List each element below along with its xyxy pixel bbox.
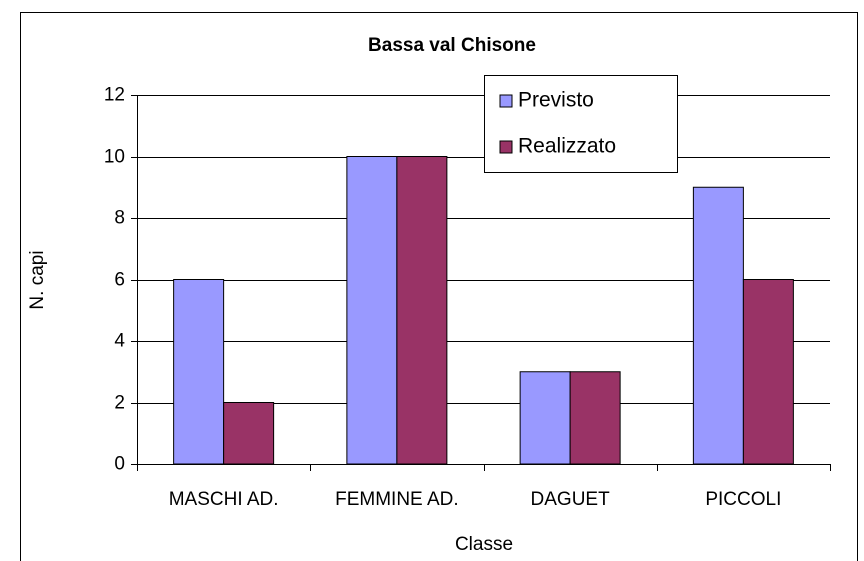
y-tick-label: 8 — [114, 208, 125, 229]
y-tick-label: 12 — [104, 85, 125, 106]
y-tick-label: 10 — [104, 147, 125, 168]
bar — [346, 156, 398, 465]
bar — [692, 186, 744, 465]
x-tick-label: PICCOLI — [705, 489, 781, 510]
y-tick-label: 4 — [114, 331, 125, 352]
bar — [173, 279, 225, 465]
y-tick-label: 6 — [114, 270, 125, 291]
y-tick-label: 0 — [114, 454, 125, 475]
legend-label: Realizzato — [518, 135, 616, 158]
bar — [396, 156, 448, 465]
y-tick-label: 2 — [114, 393, 125, 414]
legend-label: Previsto — [518, 89, 594, 112]
x-tick-label: MASCHI AD. — [169, 489, 279, 510]
legend-box — [484, 75, 678, 173]
x-tick-label: FEMMINE AD. — [335, 489, 459, 510]
legend-swatch — [499, 140, 513, 154]
bar — [223, 402, 275, 465]
x-tick-label: DAGUET — [531, 489, 611, 510]
x-axis-label: Classe — [455, 534, 513, 555]
bar — [569, 371, 621, 465]
bar — [519, 371, 571, 465]
bar — [742, 279, 794, 465]
y-axis-label: N. capi — [27, 250, 48, 309]
legend-swatch — [499, 94, 513, 108]
chart-title: Bassa val Chisone — [368, 35, 536, 56]
